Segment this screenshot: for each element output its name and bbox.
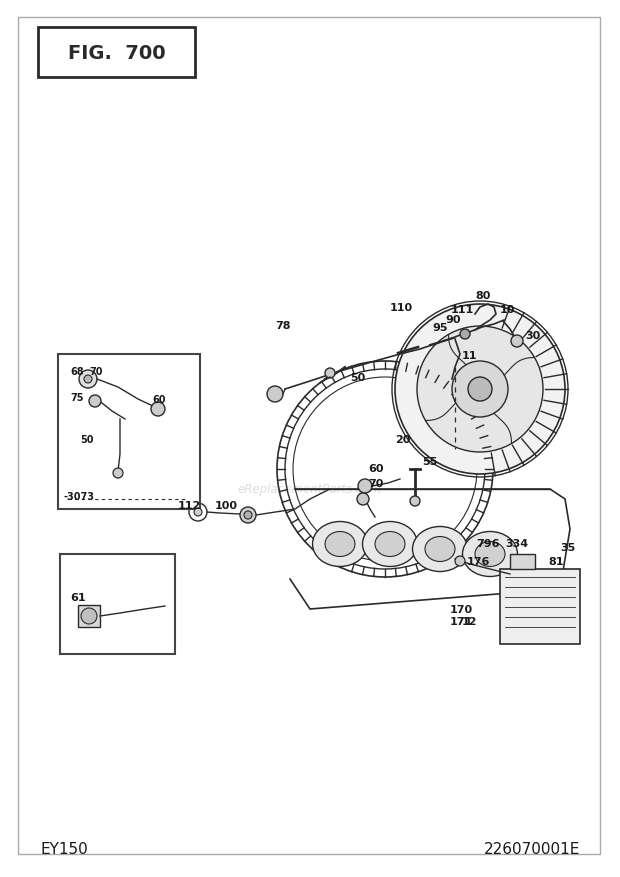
Circle shape	[455, 556, 465, 567]
Bar	[38, 28, 195, 78]
Circle shape	[194, 509, 202, 517]
Text: 55: 55	[422, 457, 437, 467]
Text: 171: 171	[450, 617, 473, 626]
Bar	[58, 354, 200, 510]
Circle shape	[89, 396, 101, 408]
Circle shape	[358, 480, 372, 494]
Bar	[78, 605, 100, 627]
Ellipse shape	[475, 542, 505, 567]
Circle shape	[113, 468, 123, 479]
Text: 110: 110	[390, 303, 413, 312]
Circle shape	[151, 403, 165, 417]
Circle shape	[357, 494, 369, 505]
Ellipse shape	[312, 522, 368, 567]
Circle shape	[81, 609, 97, 624]
Circle shape	[240, 508, 256, 524]
Text: eReplacementParts.com: eReplacementParts.com	[238, 483, 382, 496]
Text: 70: 70	[89, 367, 102, 376]
Circle shape	[79, 371, 97, 389]
Circle shape	[410, 496, 420, 506]
Text: 35: 35	[560, 542, 575, 553]
Text: 111: 111	[451, 304, 474, 315]
Ellipse shape	[425, 537, 455, 562]
Text: 78: 78	[275, 321, 291, 331]
Text: 112: 112	[178, 501, 202, 510]
Text: 68: 68	[70, 367, 84, 376]
Text: 176: 176	[467, 556, 490, 567]
Text: 75: 75	[70, 393, 84, 403]
Text: 100: 100	[215, 501, 238, 510]
Circle shape	[267, 387, 283, 403]
Ellipse shape	[363, 522, 417, 567]
Text: EY150: EY150	[40, 842, 88, 857]
Circle shape	[417, 326, 543, 453]
Circle shape	[395, 304, 565, 474]
Text: 20: 20	[395, 434, 410, 445]
Text: 80: 80	[475, 290, 490, 301]
Circle shape	[468, 378, 492, 402]
Text: 60: 60	[152, 395, 166, 404]
Text: 50: 50	[350, 373, 365, 382]
Circle shape	[511, 336, 523, 347]
Circle shape	[325, 368, 335, 379]
Text: 334: 334	[505, 538, 528, 548]
Circle shape	[84, 375, 92, 383]
Text: 170: 170	[450, 604, 473, 614]
Bar	[60, 554, 175, 654]
Text: 60: 60	[368, 463, 384, 474]
Text: 61: 61	[70, 592, 86, 602]
Text: 70: 70	[368, 479, 383, 488]
Text: 81: 81	[548, 556, 564, 567]
Circle shape	[244, 511, 252, 519]
Ellipse shape	[375, 531, 405, 557]
Bar	[500, 569, 580, 645]
Text: 95: 95	[432, 323, 448, 332]
Circle shape	[460, 330, 470, 339]
Text: 226070001E: 226070001E	[484, 842, 580, 857]
Text: 90: 90	[445, 315, 461, 324]
Bar	[510, 554, 535, 569]
Ellipse shape	[463, 531, 518, 577]
Text: -3073: -3073	[63, 491, 94, 502]
Ellipse shape	[412, 527, 467, 572]
Text: 11: 11	[462, 351, 477, 360]
Text: 10: 10	[500, 304, 515, 315]
Ellipse shape	[325, 531, 355, 557]
Text: 30: 30	[525, 331, 540, 340]
Text: 50: 50	[80, 434, 94, 445]
Circle shape	[452, 361, 508, 417]
Text: 796: 796	[476, 538, 500, 548]
Text: 12: 12	[462, 617, 477, 626]
Text: FIG.  700: FIG. 700	[68, 44, 166, 62]
